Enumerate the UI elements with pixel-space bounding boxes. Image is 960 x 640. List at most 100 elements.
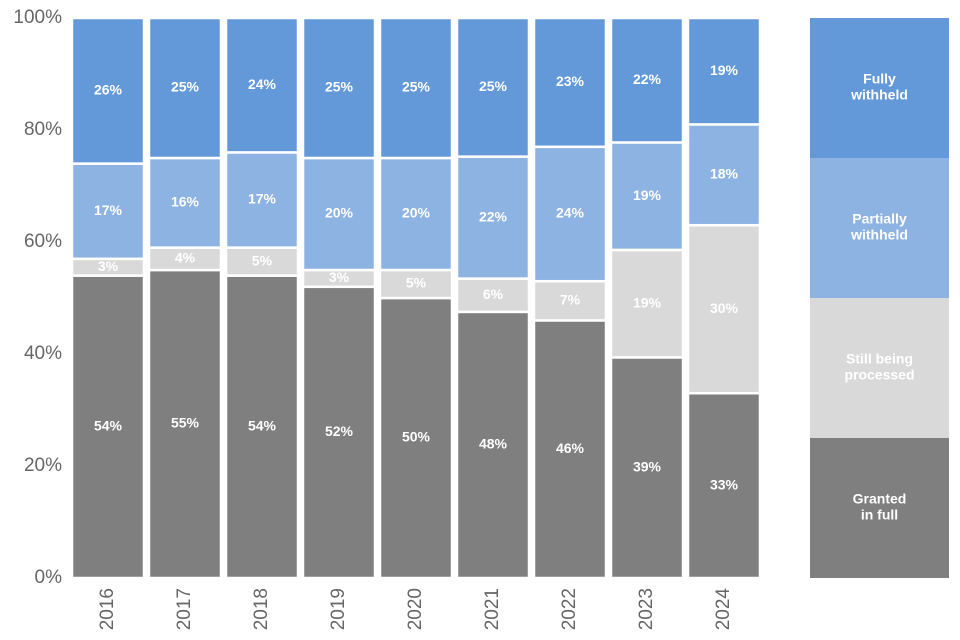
bar-data-label: 22%	[633, 71, 662, 87]
bar-segment	[301, 285, 377, 580]
y-tick-label: 100%	[13, 7, 62, 28]
bar-data-label: 6%	[483, 286, 504, 302]
legend-label: withheld	[850, 227, 908, 243]
legend-label: processed	[844, 367, 914, 383]
bar-data-label: 25%	[325, 79, 354, 95]
bar-data-label: 3%	[329, 269, 350, 285]
legend-label: Fully	[863, 71, 896, 87]
bar-data-label: 22%	[479, 208, 508, 224]
legend-swatch	[810, 438, 949, 578]
x-tick-label: 2020	[405, 588, 426, 630]
x-tick-label: 2017	[174, 588, 195, 630]
bar-segment	[224, 246, 300, 277]
x-tick-label: 2021	[482, 588, 503, 630]
bar-data-label: 7%	[560, 292, 581, 308]
bar-data-label: 33%	[710, 476, 739, 492]
bar-segment	[686, 16, 762, 126]
legend-label: Granted	[853, 491, 907, 507]
bars: 54% 3% 17% 26% 55% 4% 16% 25% 54% 5% 17% 24% 52% 3% 20…	[70, 16, 762, 580]
y-tick-label: 40%	[24, 343, 62, 364]
bar-data-label: 24%	[248, 76, 277, 92]
bar-data-label: 26%	[94, 82, 123, 98]
bar-stack-2022: 46% 7% 24% 23%	[532, 16, 608, 580]
bar-stack-2023: 39% 19% 19% 22%	[609, 16, 685, 580]
bar-data-label: 19%	[633, 294, 662, 310]
bar-segment	[301, 156, 377, 272]
bar-data-label: 46%	[556, 440, 585, 456]
bar-segment	[378, 16, 454, 160]
bar-segment	[609, 141, 685, 252]
legend-label: in full	[861, 507, 898, 523]
bar-data-label: 25%	[479, 78, 508, 94]
legend-label: Still being	[846, 351, 913, 367]
x-tick-label: 2022	[559, 588, 580, 630]
bar-segment	[609, 356, 685, 580]
bar-data-label: 5%	[252, 252, 273, 268]
bar-data-label: 17%	[94, 202, 123, 218]
bar-segment	[224, 274, 300, 580]
legend-swatch	[810, 18, 949, 158]
bar-segment	[70, 274, 146, 580]
y-tick-label: 60%	[24, 231, 62, 252]
bar-data-label: 25%	[171, 79, 200, 95]
bar-data-label: 52%	[325, 423, 354, 439]
bar-data-label: 5%	[406, 275, 427, 291]
bar-data-label: 18%	[710, 166, 739, 182]
bar-segment	[532, 319, 608, 580]
legend-swatch	[810, 298, 949, 438]
bar-data-label: 30%	[710, 300, 739, 316]
x-tick-label: 2019	[328, 588, 349, 630]
bar-segment	[532, 16, 608, 149]
bar-data-label: 55%	[171, 415, 200, 431]
y-axis: 0% 20% 40% 60% 80% 100%	[13, 7, 62, 588]
bar-data-label: 19%	[633, 187, 662, 203]
bar-data-label: 19%	[710, 62, 739, 78]
bar-segment	[224, 16, 300, 154]
bar-stack-2020: 50% 5% 20% 25%	[378, 16, 454, 580]
bar-segment	[455, 310, 531, 580]
legend-label: Partially	[852, 211, 907, 227]
bar-data-label: 54%	[248, 418, 277, 434]
bar-data-label: 50%	[402, 429, 431, 445]
bar-data-label: 25%	[402, 79, 431, 95]
bar-data-label: 20%	[325, 205, 354, 221]
bar-data-label: 17%	[248, 191, 277, 207]
bar-data-label: 16%	[171, 194, 200, 210]
bar-segment	[609, 16, 685, 144]
x-axis: 2016 2017 2018 2019 2020 2021 2022 2023 2024	[97, 588, 734, 631]
bar-stack-2021: 48% 6% 22% 25%	[455, 16, 531, 580]
bar-stack-2024: 33% 30% 18% 19%	[686, 16, 762, 580]
bar-stack-2019: 52% 3% 20% 25%	[301, 16, 377, 580]
bar-data-label: 39%	[633, 458, 662, 474]
bar-segment	[147, 16, 223, 160]
y-tick-label: 0%	[35, 567, 63, 588]
x-tick-label: 2018	[251, 588, 272, 630]
x-tick-label: 2016	[97, 588, 118, 630]
bar-stack-2017: 55% 4% 16% 25%	[147, 16, 223, 580]
bar-segment	[686, 223, 762, 395]
bar-segment	[609, 248, 685, 359]
bar-data-label: 4%	[175, 250, 196, 266]
bar-data-label: 23%	[556, 73, 585, 89]
bar-segment	[147, 156, 223, 249]
x-tick-label: 2023	[636, 588, 657, 630]
legend-label: withheld	[850, 87, 908, 103]
bar-data-label: 48%	[479, 436, 508, 452]
bar-segment	[378, 268, 454, 300]
bar-segment	[378, 156, 454, 272]
x-tick-label: 2024	[713, 588, 734, 631]
bar-segment	[70, 16, 146, 165]
bar-data-label: 3%	[98, 258, 119, 274]
bar-data-label: 20%	[402, 205, 431, 221]
y-tick-label: 80%	[24, 119, 62, 140]
bar-segment	[147, 268, 223, 580]
bar-stack-2018: 54% 5% 17% 24%	[224, 16, 300, 580]
y-tick-label: 20%	[24, 455, 62, 476]
bar-segment	[532, 145, 608, 283]
